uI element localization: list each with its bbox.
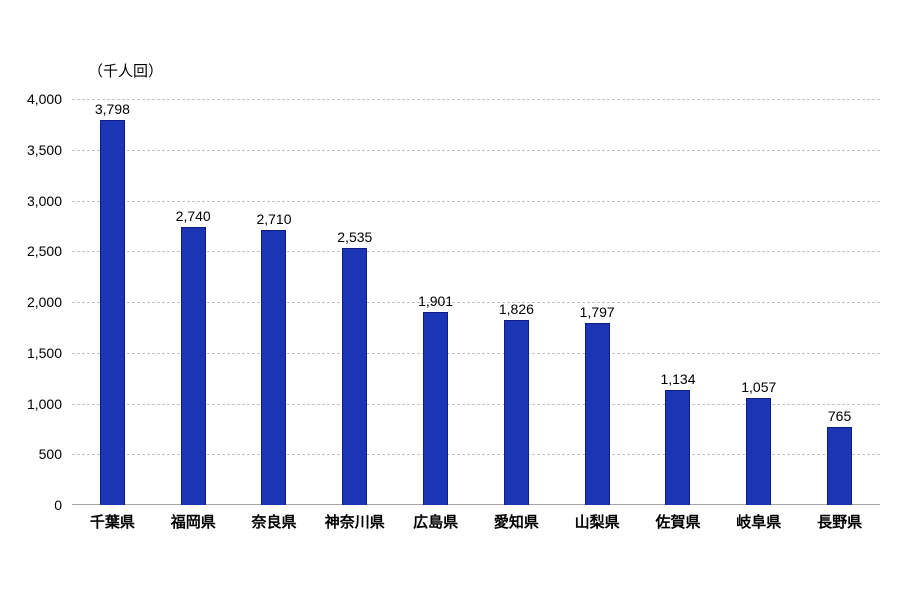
- y-axis-tick-label: 2,000: [26, 294, 62, 310]
- bar: [827, 427, 853, 505]
- bar-column: 2,740: [153, 99, 234, 505]
- bar-value-label: 1,797: [579, 304, 615, 320]
- y-axis-tick-label: 1,500: [26, 344, 62, 361]
- gridline: [72, 403, 880, 405]
- x-axis-category-label: 山梨県: [574, 514, 620, 531]
- bar-value-label: 3,798: [94, 101, 130, 117]
- bar-value-label: 1,826: [498, 301, 534, 317]
- bar: [99, 120, 125, 505]
- x-axis-category-label: 千葉県: [89, 514, 135, 531]
- bar-column: 1,826: [476, 99, 557, 505]
- bar-value-label: 1,901: [418, 293, 454, 309]
- bar-column: 1,057: [718, 99, 799, 505]
- gridline: [72, 251, 880, 253]
- x-axis-category-label: 愛知県: [493, 514, 539, 531]
- gridline: [72, 200, 880, 202]
- bar-value-label: 2,740: [175, 208, 211, 224]
- x-axis-category-label: 長野県: [817, 514, 863, 531]
- bar-column: 2,710: [234, 99, 315, 505]
- y-axis-tick-label: 4,000: [26, 91, 62, 107]
- y-axis-tick-label: 500: [38, 446, 62, 463]
- bar-value-label: 2,535: [337, 229, 373, 245]
- bar: [665, 390, 691, 505]
- bar-column: 1,134: [638, 99, 719, 505]
- x-axis-line: [72, 504, 880, 505]
- y-axis-tick-label: 3,500: [26, 141, 62, 158]
- bar: [423, 312, 449, 505]
- plot-area: 3,798 2,740 2,710 2,535 1,901 1,826 1,797 1,134…: [72, 99, 880, 505]
- bar: [180, 227, 206, 505]
- bar-value-label: 2,710: [256, 211, 292, 227]
- bar-column: 1,797: [557, 99, 638, 505]
- bar-value-label: 765: [827, 408, 852, 424]
- bar-value-label: 1,057: [741, 379, 777, 395]
- x-axis-category-label: 福岡県: [170, 514, 216, 531]
- x-axis-category-label: 佐賀県: [655, 514, 701, 531]
- bar-column: 2,535: [314, 99, 395, 505]
- x-axis-category-label: 神奈川県: [324, 514, 385, 531]
- bar: [342, 248, 368, 505]
- gridline: [72, 454, 880, 456]
- gridline: [72, 99, 880, 100]
- y-axis-tick-label: 3,000: [26, 192, 62, 209]
- bar: [746, 398, 772, 505]
- y-axis-unit-label: （千人回）: [88, 63, 164, 80]
- gridline: [72, 302, 880, 303]
- gridline: [72, 149, 880, 151]
- bars-container: 3,798 2,740 2,710 2,535 1,901 1,826 1,797 1,134…: [72, 99, 880, 505]
- bar-column: 3,798: [72, 99, 153, 505]
- bar: [584, 323, 610, 505]
- bar-column: 765: [799, 99, 880, 505]
- y-axis-tick-label: 2,500: [26, 243, 62, 260]
- bar: [503, 320, 529, 505]
- y-axis: 0 500 1,000 1,500 2,000 2,500 3,000 3,500 4,000: [0, 91, 62, 513]
- gridline: [72, 352, 880, 354]
- bar: [261, 230, 287, 505]
- y-axis-tick-label: 0: [54, 497, 62, 513]
- x-axis-category-label: 岐阜県: [736, 514, 782, 531]
- x-axis-category-label: 奈良県: [251, 514, 297, 531]
- x-axis-category-label: 広島県: [413, 514, 459, 531]
- bar-value-label: 1,134: [660, 371, 696, 387]
- bar-column: 1,901: [395, 99, 476, 505]
- y-axis-tick-label: 1,000: [26, 395, 62, 412]
- x-axis: 千葉県 福岡県 奈良県 神奈川県 広島県 愛知県 山梨県 佐賀県 岐阜県 長野県: [72, 511, 880, 532]
